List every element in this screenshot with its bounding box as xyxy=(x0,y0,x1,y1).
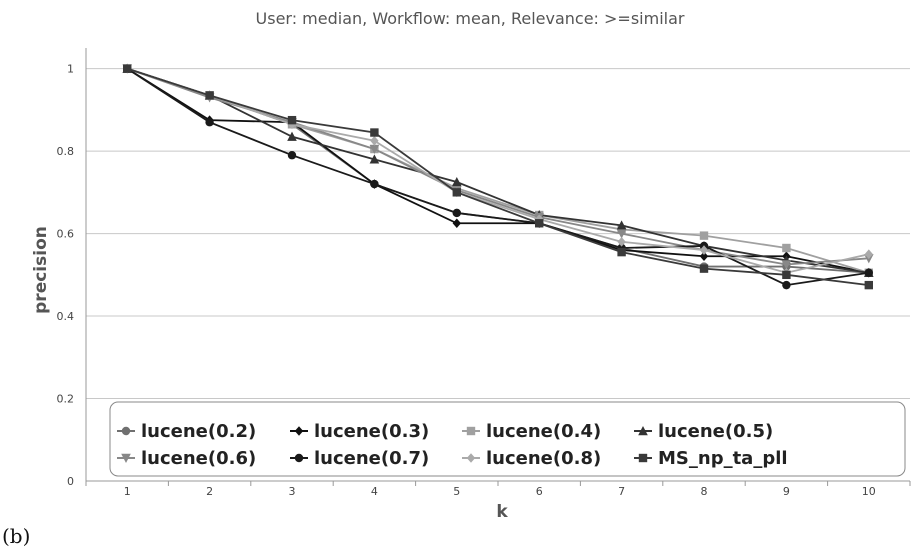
chart-title: User: median, Workflow: mean, Relevance:… xyxy=(256,9,685,28)
data-point-lucene-0-8 xyxy=(617,237,626,247)
series-line-lucene-0-3 xyxy=(126,67,869,274)
series-line-lucene-0-7 xyxy=(126,67,869,287)
data-point-lucene-0-7 xyxy=(287,151,297,160)
legend-item-lucene-0-3: lucene(0.3) xyxy=(290,421,429,442)
data-point-ms-np-ta-pll xyxy=(535,219,544,228)
series-lucene-0-2 xyxy=(123,64,873,277)
series-line-lucene-0-5 xyxy=(126,67,869,274)
x-tick-label: 9 xyxy=(783,485,790,498)
x-tick-labels: 1 2 3 4 5 6 7 8 9 10 xyxy=(85,481,911,498)
data-point-ms-np-ta-pll xyxy=(699,264,709,273)
y-axis-label: precision xyxy=(31,226,51,314)
legend-label: lucene(0.4) xyxy=(486,421,601,442)
series-lucene-0-8 xyxy=(123,63,873,278)
legend-item-lucene-0-2: lucene(0.2) xyxy=(117,421,256,442)
data-point-lucene-0-6 xyxy=(369,144,380,155)
data-point-lucene-0-5 xyxy=(616,220,627,230)
data-point-lucene-0-8 xyxy=(370,135,379,146)
data-point-lucene-0-7 xyxy=(782,280,791,290)
data-point-lucene-0-5 xyxy=(369,154,380,164)
legend-item-lucene-0-4: lucene(0.4) xyxy=(462,421,601,442)
data-point-lucene-0-7 xyxy=(864,268,873,277)
y-tick-label: 0.6 xyxy=(57,228,75,241)
data-point-lucene-0-3 xyxy=(699,251,709,262)
data-point-lucene-0-6 xyxy=(616,229,627,239)
legend-marker xyxy=(638,453,648,463)
legend-marker xyxy=(638,426,648,436)
data-point-lucene-0-3 xyxy=(452,218,461,229)
series-lucene-0-6 xyxy=(122,64,874,270)
data-point-ms-np-ta-pll xyxy=(370,128,379,137)
legend-item-lucene-0-6: lucene(0.6) xyxy=(117,448,256,469)
legend-item-lucene-0-8: lucene(0.8) xyxy=(462,448,601,469)
legend-marker xyxy=(294,426,304,436)
x-tick-label: 10 xyxy=(862,485,876,498)
series-group xyxy=(122,63,874,290)
legend-marker xyxy=(121,453,131,463)
legend-item-lucene-0-5: lucene(0.5) xyxy=(634,421,773,442)
legend-box xyxy=(109,401,906,477)
legend: lucene(0.2) lucene(0.3) lucene(0.4) lucene(… xyxy=(109,401,906,477)
data-point-lucene-0-6 xyxy=(781,260,792,270)
data-point-ms-np-ta-pll xyxy=(617,247,626,257)
data-point-ms-np-ta-pll xyxy=(287,115,297,125)
legend-label: lucene(0.8) xyxy=(486,448,601,469)
series-ms-np-ta-pll xyxy=(123,64,873,290)
legend-label: MS_np_ta_pll xyxy=(658,448,788,469)
data-point-ms-np-ta-pll xyxy=(123,64,132,73)
series-lucene-0-3 xyxy=(123,63,873,278)
data-point-lucene-0-5 xyxy=(452,177,462,187)
series-line-ms-np-ta-pll xyxy=(126,67,869,287)
y-tick-label: 0.8 xyxy=(57,145,75,158)
data-point-ms-np-ta-pll xyxy=(864,280,873,290)
legend-label: lucene(0.2) xyxy=(141,421,256,442)
data-point-ms-np-ta-pll xyxy=(205,91,214,100)
data-point-ms-np-ta-pll xyxy=(782,270,791,280)
series-line-lucene-0-6 xyxy=(126,67,869,266)
legend-marker xyxy=(466,453,476,463)
y-tick-label: 0 xyxy=(67,475,74,488)
data-point-ms-np-ta-pll xyxy=(452,188,461,197)
legend-marker xyxy=(294,453,304,463)
y-tick-label: 1 xyxy=(67,63,74,76)
legend-item-lucene-0-7: lucene(0.7) xyxy=(290,448,429,469)
series-lucene-0-4 xyxy=(123,64,873,277)
legend-label: lucene(0.3) xyxy=(314,421,429,442)
y-tick-labels: 0 0.2 0.4 0.6 0.8 1 xyxy=(57,63,75,488)
series-line-lucene-0-8 xyxy=(126,67,869,274)
x-axis-label: k xyxy=(496,502,508,522)
legend-item-ms-np-ta-pll: MS_np_ta_pll xyxy=(634,448,788,469)
data-point-lucene-0-7 xyxy=(205,118,214,127)
data-point-lucene-0-4 xyxy=(699,231,709,240)
x-tick-label: 3 xyxy=(289,485,296,498)
legend-label: lucene(0.7) xyxy=(314,448,429,469)
legend-marker xyxy=(466,426,476,436)
series-line-lucene-0-4 xyxy=(126,67,870,274)
x-tick-label: 1 xyxy=(124,485,131,498)
x-tick-label: 4 xyxy=(371,485,378,498)
data-point-lucene-0-4 xyxy=(782,243,791,253)
panel-label: (b) xyxy=(2,524,30,548)
data-point-lucene-0-7 xyxy=(370,179,379,189)
legend-label: lucene(0.6) xyxy=(141,448,256,469)
data-point-lucene-0-5 xyxy=(287,131,297,141)
x-tick-label: 8 xyxy=(701,485,708,498)
data-point-lucene-0-7 xyxy=(452,208,461,218)
legend-marker xyxy=(121,426,131,436)
data-point-lucene-0-8 xyxy=(699,245,709,255)
data-point-lucene-0-8 xyxy=(864,249,873,259)
y-tick-label: 0.4 xyxy=(57,310,75,323)
x-tick-label: 6 xyxy=(536,485,543,498)
x-tick-label: 5 xyxy=(453,485,460,498)
y-tick-label: 0.2 xyxy=(57,393,75,406)
series-line-lucene-0-2 xyxy=(126,67,869,274)
x-tick-label: 7 xyxy=(618,485,625,498)
x-tick-label: 2 xyxy=(206,485,213,498)
legend-label: lucene(0.5) xyxy=(658,421,773,442)
